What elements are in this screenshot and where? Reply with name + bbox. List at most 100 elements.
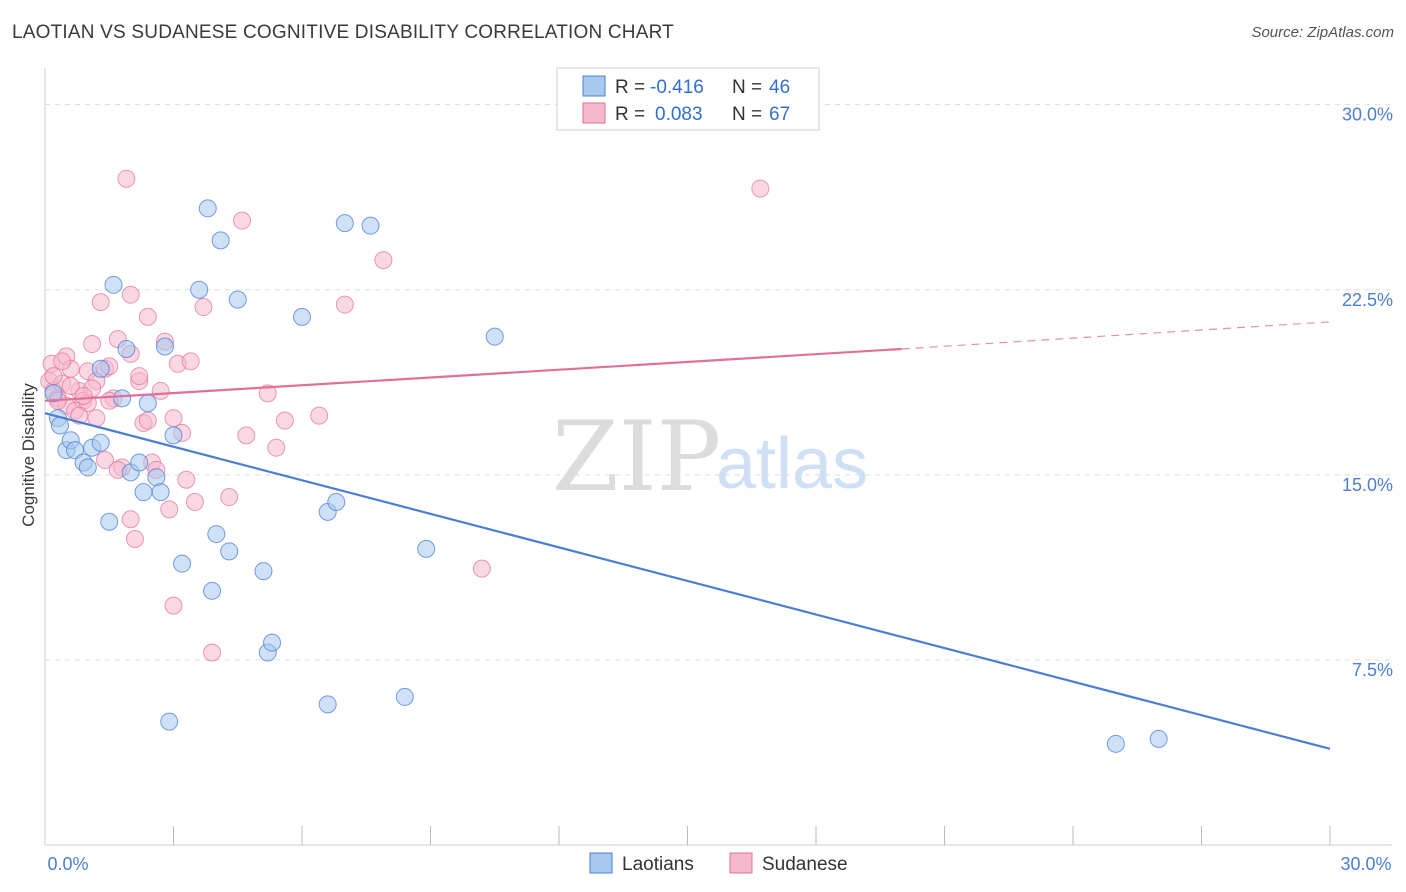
laotians-point (78, 458, 97, 477)
sudanese-points (40, 169, 770, 662)
source-label: Source: ZipAtlas.com (1251, 24, 1394, 41)
y-tick-labels: 7.5% 15.0% 22.5% 30.0% (1342, 105, 1393, 680)
sudanese-point (151, 381, 170, 400)
bottom-legend-sudanese: Sudanese (762, 854, 848, 875)
sudanese-point (335, 295, 354, 314)
sudanese-point (374, 251, 393, 270)
laotians-point (254, 562, 273, 581)
laotians-point (44, 384, 63, 403)
laotians-point (335, 214, 354, 233)
y-tick-label: 30.0% (1342, 105, 1393, 125)
legend-swatch-sudanese (582, 102, 606, 124)
trend-lines (44, 321, 1331, 750)
laotians-points (44, 199, 1168, 753)
sudanese-point (117, 169, 136, 188)
sudanese-point (472, 559, 491, 578)
sudanese-point (95, 451, 114, 470)
sudanese-point (194, 298, 213, 317)
legend-n-value-sudanese: 67 (769, 104, 790, 125)
legend-n-label-laotians: N = (732, 77, 762, 98)
sudanese-point (164, 596, 183, 615)
sudanese-point (310, 406, 329, 425)
laotians-point (211, 231, 230, 250)
sudanese-point (91, 293, 110, 312)
sudanese-point (44, 367, 63, 386)
sudanese-trend-extension (901, 321, 1331, 350)
legend-r-label-sudanese: R = (615, 104, 645, 125)
watermark-atlas: atlas (716, 424, 868, 504)
laotians-point (203, 581, 222, 600)
laotians-point (173, 554, 192, 573)
sudanese-point (53, 352, 72, 371)
watermark: ZIP atlas (552, 401, 868, 513)
laotians-point (361, 216, 380, 235)
y-tick-label: 22.5% (1342, 290, 1393, 310)
sudanese-point (125, 530, 144, 548)
x-tick-labels: 0.0% 30.0% (47, 854, 1391, 874)
sudanese-point (181, 352, 200, 371)
laotians-point (485, 327, 504, 346)
laotians-point (113, 389, 132, 408)
sudanese-point (164, 409, 183, 428)
sudanese-point (160, 500, 179, 519)
legend-r-value-laotians: -0.416 (650, 77, 704, 98)
bottom-legend-swatch-laotians (589, 852, 613, 874)
laotians-point (207, 525, 226, 544)
laotians-point (293, 307, 311, 326)
laotians-point (104, 275, 123, 294)
laotians-point (130, 453, 149, 472)
laotians-point (134, 483, 153, 502)
laotians-point (417, 539, 436, 558)
sudanese-point (220, 488, 239, 507)
laotians-point (160, 712, 179, 731)
sudanese-point (275, 411, 294, 430)
sudanese-point (138, 411, 157, 430)
laotians-point (1149, 729, 1168, 748)
laotians-point (395, 687, 414, 706)
sudanese-point (177, 470, 196, 489)
laotians-point (117, 339, 136, 358)
legend-r-label-laotians: R = (615, 77, 645, 98)
sudanese-point (258, 384, 277, 403)
sudanese-point (267, 438, 286, 457)
sudanese-point (203, 643, 222, 662)
laotians-point (155, 337, 174, 356)
laotians-point (263, 633, 282, 652)
legend-n-label-sudanese: N = (732, 104, 762, 125)
laotians-point (327, 492, 346, 511)
sudanese-point (237, 426, 256, 445)
sudanese-point (74, 386, 93, 405)
axes (44, 68, 1392, 846)
bottom-legend-laotians: Laotians (622, 854, 694, 875)
laotians-point (318, 695, 337, 714)
bottom-legend-swatch-sudanese (729, 852, 753, 874)
sudanese-point (138, 307, 157, 326)
legend-r-value-sudanese: 0.083 (655, 104, 703, 125)
chart-title: LAOTIAN VS SUDANESE COGNITIVE DISABILITY… (12, 22, 674, 43)
legend: R = -0.416 N = 46 R = 0.083 N = 67 (556, 67, 820, 131)
laotians-point (91, 433, 110, 452)
sudanese-point (61, 377, 80, 395)
laotians-point (138, 394, 157, 413)
laotians-point (147, 468, 166, 487)
grid-lines (45, 104, 1392, 661)
y-tick-label: 7.5% (1352, 660, 1393, 680)
laotians-point (190, 280, 209, 299)
y-tick-label: 15.0% (1342, 475, 1393, 495)
laotians-point (100, 512, 119, 531)
sudanese-point (233, 211, 252, 230)
laotians-point (151, 483, 170, 502)
laotians-point (1106, 734, 1125, 753)
x-tick-label: 30.0% (1340, 854, 1391, 874)
bottom-legend: Laotians Sudanese (589, 852, 848, 875)
sudanese-point (751, 179, 770, 198)
laotians-point (198, 199, 217, 218)
sudanese-point (121, 510, 140, 529)
y-axis-label: Cognitive Disability (19, 383, 38, 527)
laotians-trend-line (44, 412, 1331, 750)
laotians-point (164, 426, 183, 445)
sudanese-point (83, 335, 102, 354)
sudanese-point (185, 492, 204, 511)
x-tick-label: 0.0% (47, 854, 88, 874)
